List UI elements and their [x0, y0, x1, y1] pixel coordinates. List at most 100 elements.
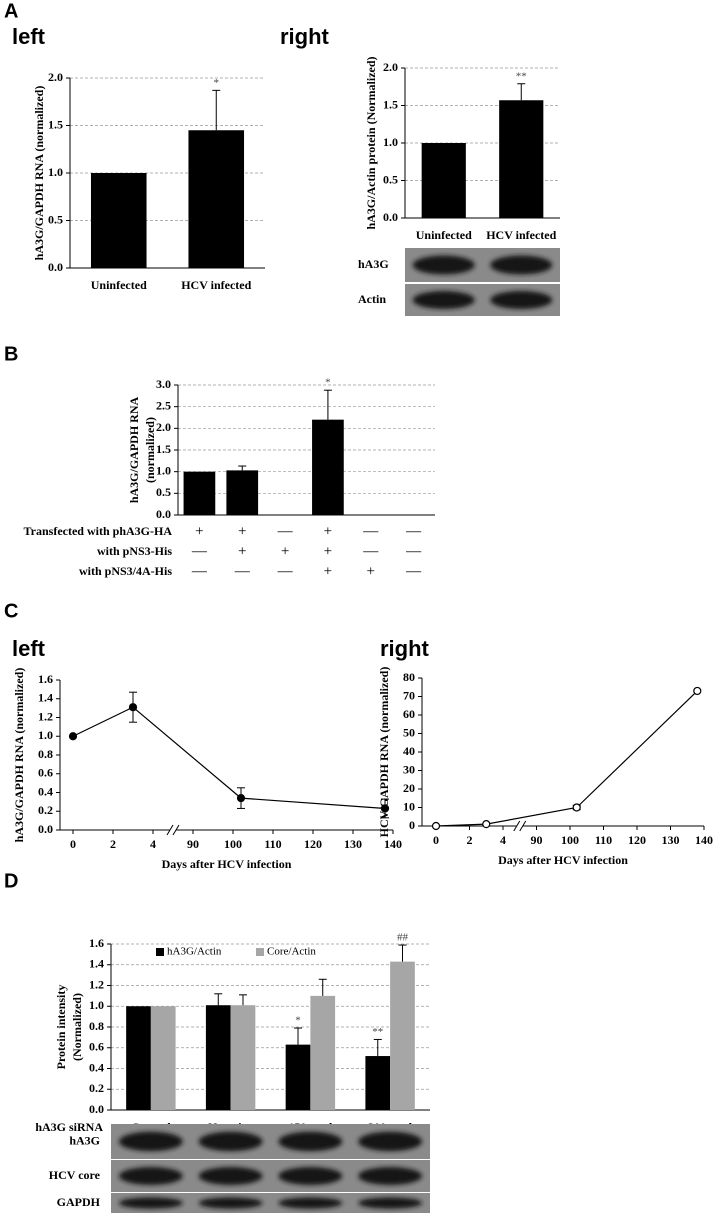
- blot-band: [490, 255, 553, 275]
- x-tick-label: 140: [384, 837, 402, 851]
- y-tick-label: 1.4: [89, 957, 104, 971]
- y-tick-label: 1.2: [38, 709, 53, 723]
- x-axis-label: Days after HCV infection: [498, 853, 628, 867]
- y-tick-label: 1.0: [156, 463, 171, 477]
- y-tick-label: 2.0: [383, 60, 398, 74]
- blot-label: GAPDH: [57, 1195, 101, 1209]
- blot-label: hA3G: [69, 1133, 100, 1147]
- condition-mark: —: [277, 563, 294, 579]
- axis-break-gap: [516, 821, 523, 831]
- x-tick-label: HCV infected: [181, 278, 251, 292]
- x-tick-label: 120: [628, 833, 646, 847]
- panel-subtitle: right: [280, 24, 330, 49]
- significance-mark: **: [516, 70, 527, 82]
- point: [68, 732, 78, 741]
- bar: [90, 173, 147, 268]
- significance-mark: *: [214, 77, 220, 89]
- blot-band: [358, 1197, 423, 1209]
- y-tick-label: 60: [403, 707, 415, 721]
- condition-mark: —: [405, 543, 422, 559]
- legend-swatch: [256, 948, 264, 956]
- bar: [188, 130, 245, 268]
- blot-label: Actin: [358, 292, 386, 306]
- legend-label: hA3G/Actin: [167, 946, 222, 958]
- y-tick-label: 1.0: [89, 998, 104, 1012]
- y-tick-label: 30: [403, 762, 415, 776]
- y-axis-label: hA3G/GAPDH RNA (normalized): [12, 668, 26, 843]
- y-tick-label: 50: [403, 725, 415, 739]
- blot-band: [118, 1167, 183, 1185]
- y-tick-label: 0.0: [48, 260, 63, 274]
- panel-subtitle: right: [380, 636, 430, 661]
- condition-mark: +: [324, 563, 332, 579]
- point: [380, 804, 390, 813]
- y-tick-label: 2.0: [48, 70, 63, 84]
- y-axis-label: (Normalized): [70, 993, 84, 1061]
- blot-band: [118, 1197, 183, 1209]
- blot-band: [278, 1167, 343, 1185]
- y-tick-label: 0.5: [383, 172, 398, 186]
- panel-label: D: [4, 870, 18, 892]
- y-tick-label: 0.6: [38, 766, 53, 780]
- significance-mark: **: [372, 1026, 383, 1038]
- y-tick-label: 1.2: [89, 977, 104, 991]
- bar: [126, 1006, 151, 1110]
- x-tick-label: 90: [531, 833, 543, 847]
- y-tick-label: 1.5: [383, 97, 398, 111]
- condition-mark: +: [367, 563, 375, 579]
- y-tick-label: 1.5: [48, 117, 63, 131]
- legend-swatch: [156, 948, 164, 956]
- y-tick-label: 1.6: [38, 672, 53, 686]
- axis-break: [519, 820, 527, 832]
- line: [435, 690, 698, 827]
- y-tick-label: 0.0: [156, 507, 171, 521]
- blot-label: HCV core: [49, 1168, 101, 1182]
- x-tick-label: 140: [695, 833, 713, 847]
- condition-mark: —: [405, 563, 422, 579]
- x-tick-label: Uninfected: [416, 228, 472, 242]
- y-tick-label: 0.6: [89, 1040, 104, 1054]
- y-axis-label: hA3G/GAPDH RNA: [127, 397, 141, 504]
- blot-band: [198, 1197, 263, 1209]
- condition-label: with pNS3-His: [97, 544, 172, 558]
- blot-background: [111, 1193, 430, 1213]
- y-tick-label: 0.4: [38, 784, 53, 798]
- bar: [499, 100, 544, 218]
- condition-mark: +: [324, 543, 332, 559]
- panel-label: C: [4, 600, 18, 622]
- y-axis-label: HCV/GAPDH RNA (normalized): [377, 667, 391, 838]
- y-tick-label: 0.0: [38, 822, 53, 836]
- x-tick-label: 90: [187, 837, 199, 851]
- y-tick-label: 0.8: [89, 1019, 104, 1033]
- blot-band: [412, 291, 475, 309]
- x-tick-label: 100: [561, 833, 579, 847]
- x-tick-label: 130: [344, 837, 362, 851]
- blot-band: [278, 1131, 343, 1152]
- y-tick-label: 1.5: [156, 442, 171, 456]
- y-tick-label: 0.2: [89, 1081, 104, 1095]
- point: [128, 703, 138, 712]
- blot-band: [490, 291, 553, 309]
- x-tick-label: 2: [467, 833, 473, 847]
- y-tick-label: 40: [403, 744, 415, 758]
- condition-mark: +: [281, 543, 289, 559]
- condition-mark: —: [191, 543, 208, 559]
- x-tick-label: 0: [433, 833, 439, 847]
- y-tick-label: 0.5: [156, 485, 171, 499]
- bar: [312, 419, 344, 515]
- y-tick-label: 20: [403, 781, 415, 795]
- blot-band: [278, 1197, 343, 1209]
- x-tick-label: 0: [70, 837, 76, 851]
- bar: [285, 1044, 311, 1110]
- bar: [150, 1006, 176, 1110]
- condition-label: Transfected with phA3G-HA: [24, 524, 173, 538]
- y-tick-label: 2.0: [156, 420, 171, 434]
- y-tick-label: 1.0: [383, 135, 398, 149]
- legend-label: Core/Actin: [267, 946, 316, 958]
- condition-mark: —: [234, 563, 251, 579]
- axis-break: [513, 820, 521, 832]
- blot-band: [118, 1131, 183, 1152]
- x-tick-label: HCV infected: [486, 228, 556, 242]
- y-tick-label: 0: [409, 818, 415, 832]
